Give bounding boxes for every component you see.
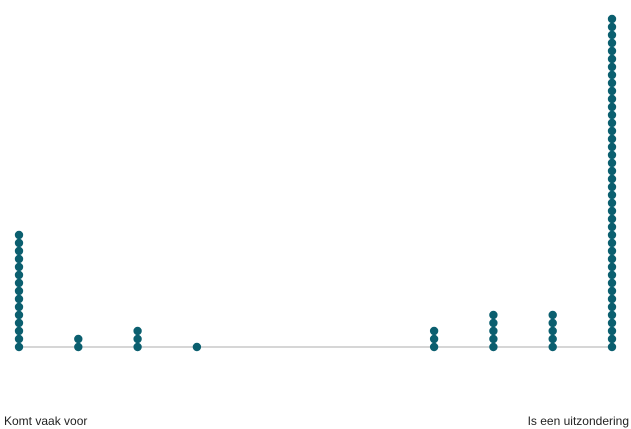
- dot-point: [607, 270, 617, 280]
- dot-point: [133, 334, 142, 344]
- dot-point: [607, 174, 617, 184]
- dot-point: [133, 342, 142, 352]
- dot-point: [14, 238, 24, 248]
- dot-point: [607, 70, 617, 80]
- dot-point: [14, 302, 24, 312]
- dot-point: [14, 278, 24, 288]
- dot-point: [74, 334, 83, 344]
- dot-point: [429, 334, 439, 344]
- dot-point: [607, 310, 617, 320]
- dot-point: [607, 30, 617, 40]
- dot-point: [607, 342, 617, 352]
- dot-point: [14, 254, 24, 264]
- dot-point: [14, 310, 24, 320]
- dot-point: [607, 22, 617, 32]
- dot-point: [607, 38, 617, 48]
- dot-column-10: [548, 310, 557, 352]
- dot-point: [548, 310, 557, 320]
- dot-point: [607, 246, 617, 256]
- dot-point: [489, 342, 498, 352]
- dot-point: [548, 334, 557, 344]
- dot-point: [607, 318, 617, 328]
- dot-point: [607, 182, 617, 192]
- dot-point: [607, 278, 617, 288]
- dot-point: [14, 286, 24, 296]
- dot-point: [607, 150, 617, 160]
- dot-point: [74, 342, 83, 352]
- dot-point: [607, 94, 617, 104]
- dot-point: [133, 326, 142, 336]
- dot-point: [14, 230, 24, 240]
- dot-point: [14, 342, 24, 352]
- dot-point: [429, 326, 439, 336]
- dot-column-8: [429, 326, 439, 352]
- dot-column-11: [607, 14, 617, 352]
- dot-point: [607, 254, 617, 264]
- dot-point: [489, 326, 498, 336]
- dot-point: [607, 214, 617, 224]
- dot-point: [607, 262, 617, 272]
- dot-point: [548, 326, 557, 336]
- dot-point: [489, 334, 498, 344]
- dot-point: [607, 334, 617, 344]
- dot-point: [607, 142, 617, 152]
- dot-point: [607, 14, 617, 24]
- dot-point: [607, 46, 617, 56]
- dot-point: [607, 286, 617, 296]
- dot-point: [14, 294, 24, 304]
- dot-point: [607, 222, 617, 232]
- dot-point: [607, 190, 617, 200]
- dot-point: [607, 238, 617, 248]
- dot-column-9: [489, 310, 498, 352]
- dot-point: [489, 318, 498, 328]
- dot-point: [548, 318, 557, 328]
- dot-point: [14, 270, 24, 280]
- dot-point: [607, 86, 617, 96]
- dot-point: [607, 230, 617, 240]
- dot-point: [14, 318, 24, 328]
- dot-point: [607, 206, 617, 216]
- dot-point: [607, 134, 617, 144]
- dot-point: [607, 166, 617, 176]
- axis-end-label-left: Komt vaak voor: [4, 414, 88, 428]
- dot-point: [607, 118, 617, 128]
- dot-point: [429, 342, 439, 352]
- dot-point: [607, 198, 617, 208]
- dot-point: [607, 110, 617, 120]
- dot-point: [14, 262, 24, 272]
- dot-point: [14, 334, 24, 344]
- dot-columns: [14, 14, 617, 352]
- dot-point: [489, 310, 498, 320]
- dot-point: [14, 246, 24, 256]
- dot-point: [607, 326, 617, 336]
- dot-point: [607, 158, 617, 168]
- dot-point: [607, 302, 617, 312]
- dot-point: [607, 62, 617, 72]
- dot-point: [192, 342, 202, 352]
- dot-point: [607, 126, 617, 136]
- dot-point: [607, 294, 617, 304]
- dot-column-3: [133, 326, 142, 352]
- dot-column-4: [192, 342, 202, 352]
- dot-point: [607, 78, 617, 88]
- dot-column-1: [14, 230, 24, 352]
- axis-end-label-right: Is een uitzondering: [527, 414, 629, 428]
- dot-column-2: [74, 334, 83, 352]
- dot-point: [607, 54, 617, 64]
- dot-point: [607, 102, 617, 112]
- dot-point: [14, 326, 24, 336]
- dot-point: [548, 342, 557, 352]
